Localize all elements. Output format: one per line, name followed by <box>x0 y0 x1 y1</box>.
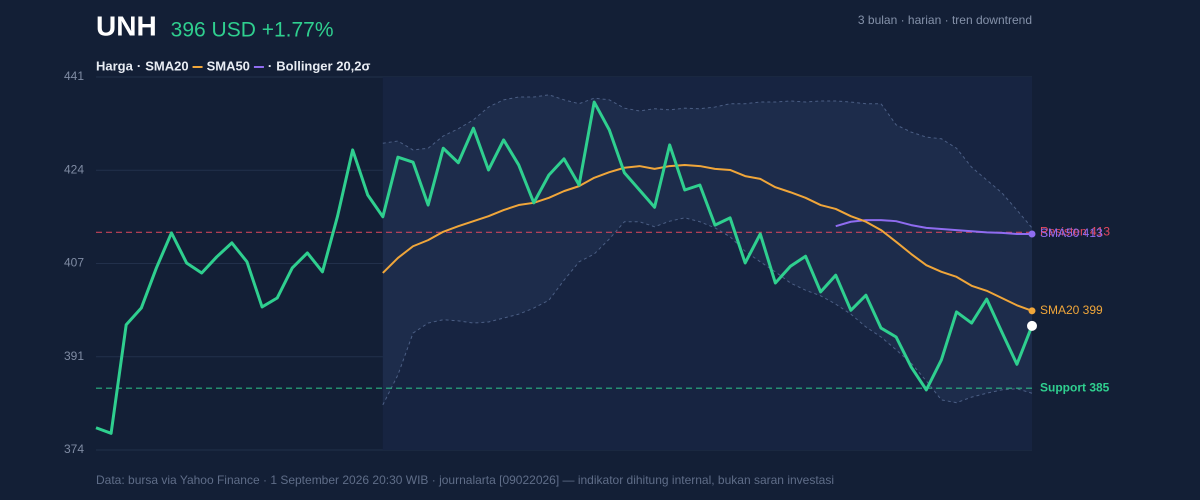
y-tick-label: 374 <box>64 442 84 456</box>
sma-line <box>835 219 1032 235</box>
last-price-dot <box>1027 320 1037 331</box>
source-note: Data: bursa via Yahoo Finance · 1 Septem… <box>96 473 834 487</box>
legend-label: Harga <box>96 58 134 73</box>
sma-end-label: SMA50 413 <box>1040 226 1103 240</box>
sma-line <box>382 163 1033 312</box>
legend-label: SMA50 <box>207 58 250 73</box>
legend-label: · <box>137 58 141 73</box>
y-tick-label: 391 <box>64 349 84 363</box>
legend: Harga · SMA20 SMA50 · Bollinger 20,2σ <box>96 58 371 73</box>
chart-note: 3 bulan · harian · tren downtrend <box>858 13 1032 27</box>
legend-label: SMA20 <box>145 58 188 73</box>
legend-label: Bollinger 20,2σ <box>276 58 370 73</box>
bollinger-lower <box>382 217 1033 406</box>
reference-label: Resisten 413 <box>1040 224 1110 238</box>
plot-area: 374 391 407 424 441 Resisten 413 Support 385 SM… <box>64 69 1110 456</box>
y-tick-label: 441 <box>64 69 84 83</box>
y-tick-label: 407 <box>64 256 84 270</box>
price-label: 396 USD +1.77% <box>171 19 334 42</box>
sma-end-dot <box>1028 307 1036 315</box>
price-line <box>95 100 1034 435</box>
reference-label: Support 385 <box>1040 380 1110 394</box>
sma-end-label: SMA20 399 <box>1040 303 1103 317</box>
y-tick-label: 424 <box>64 162 84 176</box>
bollinger-fill <box>382 94 1032 405</box>
chart-title: UNH <box>96 10 157 41</box>
sma-end-dot <box>1028 230 1036 238</box>
bollinger-upper <box>382 94 1033 229</box>
legend-label: · <box>268 58 272 73</box>
